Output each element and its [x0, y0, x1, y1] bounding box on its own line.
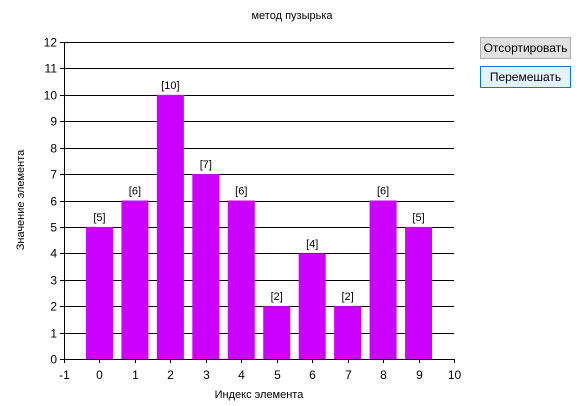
- y-tick-label: 1: [50, 327, 57, 341]
- data-labels: [5] [6] [10] [7] [6] [2] [4] [2] [6] [5]: [93, 80, 424, 303]
- data-label: [4]: [306, 238, 318, 250]
- bar: [156, 94, 184, 359]
- y-tick-label: 7: [50, 168, 57, 182]
- data-label: [7]: [200, 159, 212, 171]
- data-label: [6]: [235, 186, 247, 198]
- y-tick-label: 10: [44, 89, 58, 103]
- data-label: [2]: [342, 291, 354, 303]
- bar: [334, 306, 362, 359]
- y-tick-label: 3: [50, 274, 57, 288]
- bar: [85, 226, 113, 359]
- y-tick-label: 0: [50, 353, 57, 367]
- bar: [298, 253, 326, 359]
- bar: [121, 200, 149, 359]
- bar: [263, 306, 291, 359]
- y-tick-label: 9: [50, 115, 57, 129]
- bar: [369, 200, 397, 359]
- y-tick-label: 6: [50, 195, 57, 209]
- y-axis-label: Значение элемента: [15, 149, 27, 250]
- x-tick-label: 3: [203, 368, 210, 382]
- y-tick-label: 4: [50, 247, 57, 261]
- y-tick-label: 8: [50, 142, 57, 156]
- x-tick-label: 4: [238, 368, 245, 382]
- data-label: [6]: [129, 186, 141, 198]
- x-tick-label: 10: [448, 368, 462, 382]
- x-tick-label: 9: [416, 368, 423, 382]
- sort-button[interactable]: Отсортировать: [480, 37, 571, 59]
- x-tick-label: 1: [132, 368, 139, 382]
- x-tick-label: -1: [59, 368, 70, 382]
- x-axis-label: Индекс элемента: [215, 389, 305, 401]
- bar: [192, 174, 220, 359]
- y-tick-label: 11: [45, 62, 58, 76]
- x-tick-label: 5: [274, 368, 281, 382]
- chart-title: метод пузырька: [251, 10, 333, 22]
- x-tick-label: 0: [96, 368, 103, 382]
- y-tick-label: 2: [50, 300, 57, 314]
- data-label: [2]: [271, 291, 283, 303]
- data-label: [5]: [93, 212, 105, 224]
- bar: [405, 226, 433, 359]
- x-tick-label: 2: [167, 368, 174, 382]
- data-label: [6]: [377, 186, 389, 198]
- y-tick-label: 5: [50, 221, 57, 235]
- shuffle-button[interactable]: Перемешать: [480, 66, 571, 88]
- x-tick-label: 7: [345, 368, 352, 382]
- bar: [227, 200, 255, 359]
- data-label: [10]: [161, 80, 179, 92]
- data-label: [5]: [412, 212, 424, 224]
- y-tick-label: 12: [44, 36, 58, 50]
- x-tick-label: 8: [380, 368, 387, 382]
- bars: [85, 94, 433, 359]
- x-tick-label: 6: [309, 368, 316, 382]
